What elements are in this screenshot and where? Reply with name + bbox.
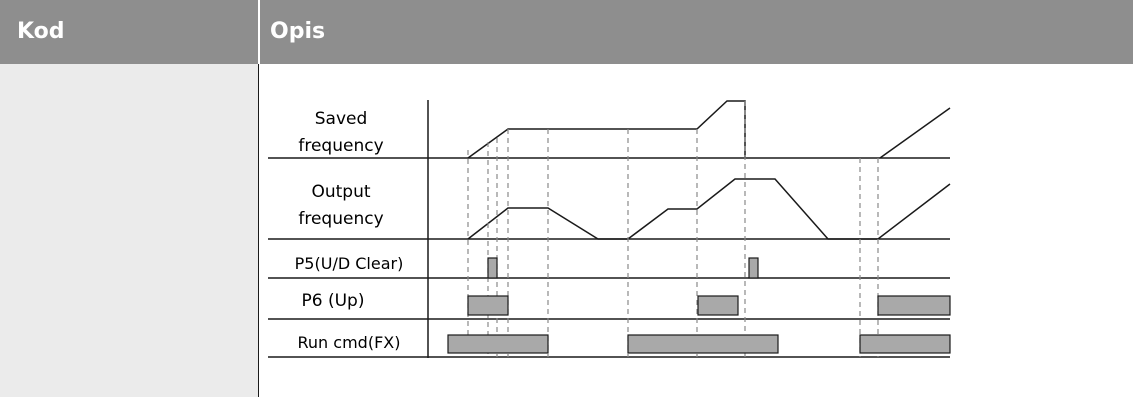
p6-up-pulse <box>697 295 739 316</box>
p5-clear-pulse <box>487 257 498 279</box>
column-header-description: Opis <box>270 19 326 44</box>
saved-frequency-waveform-rise <box>879 107 951 159</box>
label-output-line2: frequency <box>298 209 383 229</box>
label-saved-line2: frequency <box>298 136 383 156</box>
code-cell <box>0 64 258 397</box>
label-p6-up: P6 (Up) <box>302 291 365 311</box>
run-cmd-pulse <box>859 334 951 354</box>
run-cmd-pulse <box>447 334 549 354</box>
output-frequency-waveform <box>467 178 951 240</box>
saved-frequency-waveform <box>467 100 746 159</box>
p6-up-pulse <box>467 295 509 316</box>
p5-clear-pulse <box>748 257 759 279</box>
timing-guides <box>467 101 879 357</box>
p6-up-pulse <box>877 295 951 316</box>
label-output-line1: Output <box>311 182 370 202</box>
label-run-cmd: Run cmd(FX) <box>298 333 401 352</box>
header-separator <box>258 0 260 64</box>
run-cmd-pulse <box>627 334 779 354</box>
label-p5-clear: P5(U/D Clear) <box>295 254 404 273</box>
table-header: Kod Opis <box>0 0 1133 64</box>
column-divider <box>258 64 259 397</box>
column-header-code: Kod <box>17 19 65 44</box>
label-saved-line1: Saved <box>315 109 368 129</box>
